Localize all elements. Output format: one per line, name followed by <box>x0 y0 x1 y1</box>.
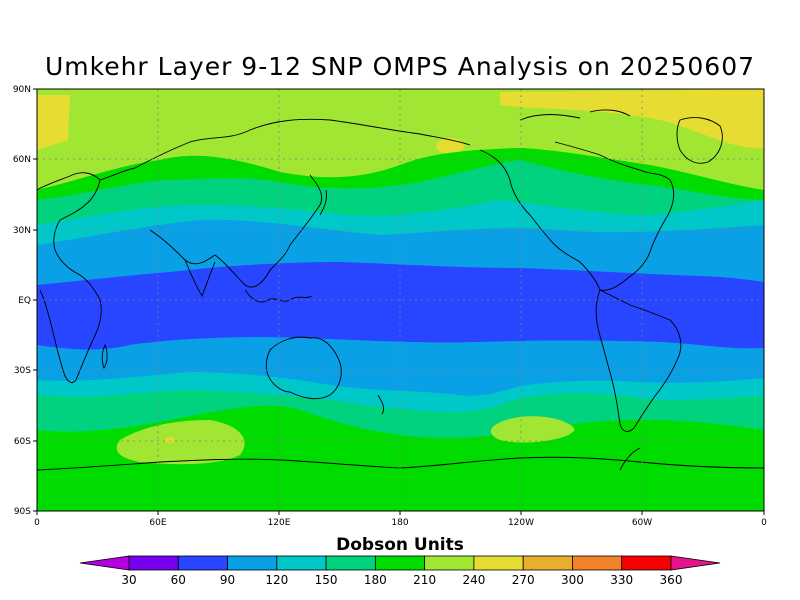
colorbar-label: 300 <box>561 573 584 587</box>
lat-label-60s: 60S <box>14 437 31 447</box>
colorbar-label: 180 <box>364 573 387 587</box>
colorbar-label: 150 <box>315 573 338 587</box>
lon-label-120w: 120W <box>508 518 534 528</box>
map-title: Umkehr Layer 9-12 SNP OMPS Analysis on 2… <box>44 52 756 81</box>
colorbar-swatch <box>128 555 179 571</box>
lat-label-30s: 30S <box>14 366 31 376</box>
colorbar-swatch <box>621 555 672 571</box>
axis-ticks <box>33 88 765 515</box>
colorbar-label: 360 <box>660 573 683 587</box>
colorbar-label: 210 <box>413 573 436 587</box>
colorbar-arrow-low <box>79 555 130 571</box>
lat-label-90n: 90N <box>13 85 31 95</box>
colorbar-swatch <box>522 555 573 571</box>
colorbar-title: Dobson Units <box>336 535 464 555</box>
lat-label-eq: EQ <box>18 296 31 306</box>
lat-label-90s: 90S <box>14 507 31 517</box>
colorbar-swatch <box>227 555 278 571</box>
colorbar-label: 240 <box>462 573 485 587</box>
lon-label-0-left: 0 <box>34 518 40 528</box>
colorbar-swatch <box>325 555 376 571</box>
colorbar-swatch <box>177 555 228 571</box>
colorbar-swatch <box>424 555 475 571</box>
colorbar-swatch <box>473 555 524 571</box>
colorbar-swatch <box>374 555 426 571</box>
colorbar-label: 60 <box>171 573 186 587</box>
lat-label-60n: 60N <box>13 155 31 165</box>
lon-label-60e: 60E <box>149 518 166 528</box>
lon-label-60w: 60W <box>632 518 652 528</box>
contour-fill <box>37 89 764 511</box>
colorbar-label: 270 <box>512 573 535 587</box>
colorbar-label: 90 <box>220 573 235 587</box>
gridlines <box>37 89 764 511</box>
lat-label-30n: 30N <box>13 226 31 236</box>
colorbar-swatch <box>572 555 623 571</box>
colorbar-arrow-high <box>670 555 721 571</box>
lon-label-120e: 120E <box>268 518 291 528</box>
colorbar-label: 330 <box>610 573 633 587</box>
colorbar-swatch <box>276 555 327 571</box>
lon-label-180: 180 <box>391 518 408 528</box>
colorbar-label: 120 <box>265 573 288 587</box>
lon-label-0-right: 0 <box>761 518 767 528</box>
colorbar: 30 60 90 120 150 180 210 240 270 300 330 360 <box>79 555 721 587</box>
colorbar-label: 30 <box>121 573 136 587</box>
